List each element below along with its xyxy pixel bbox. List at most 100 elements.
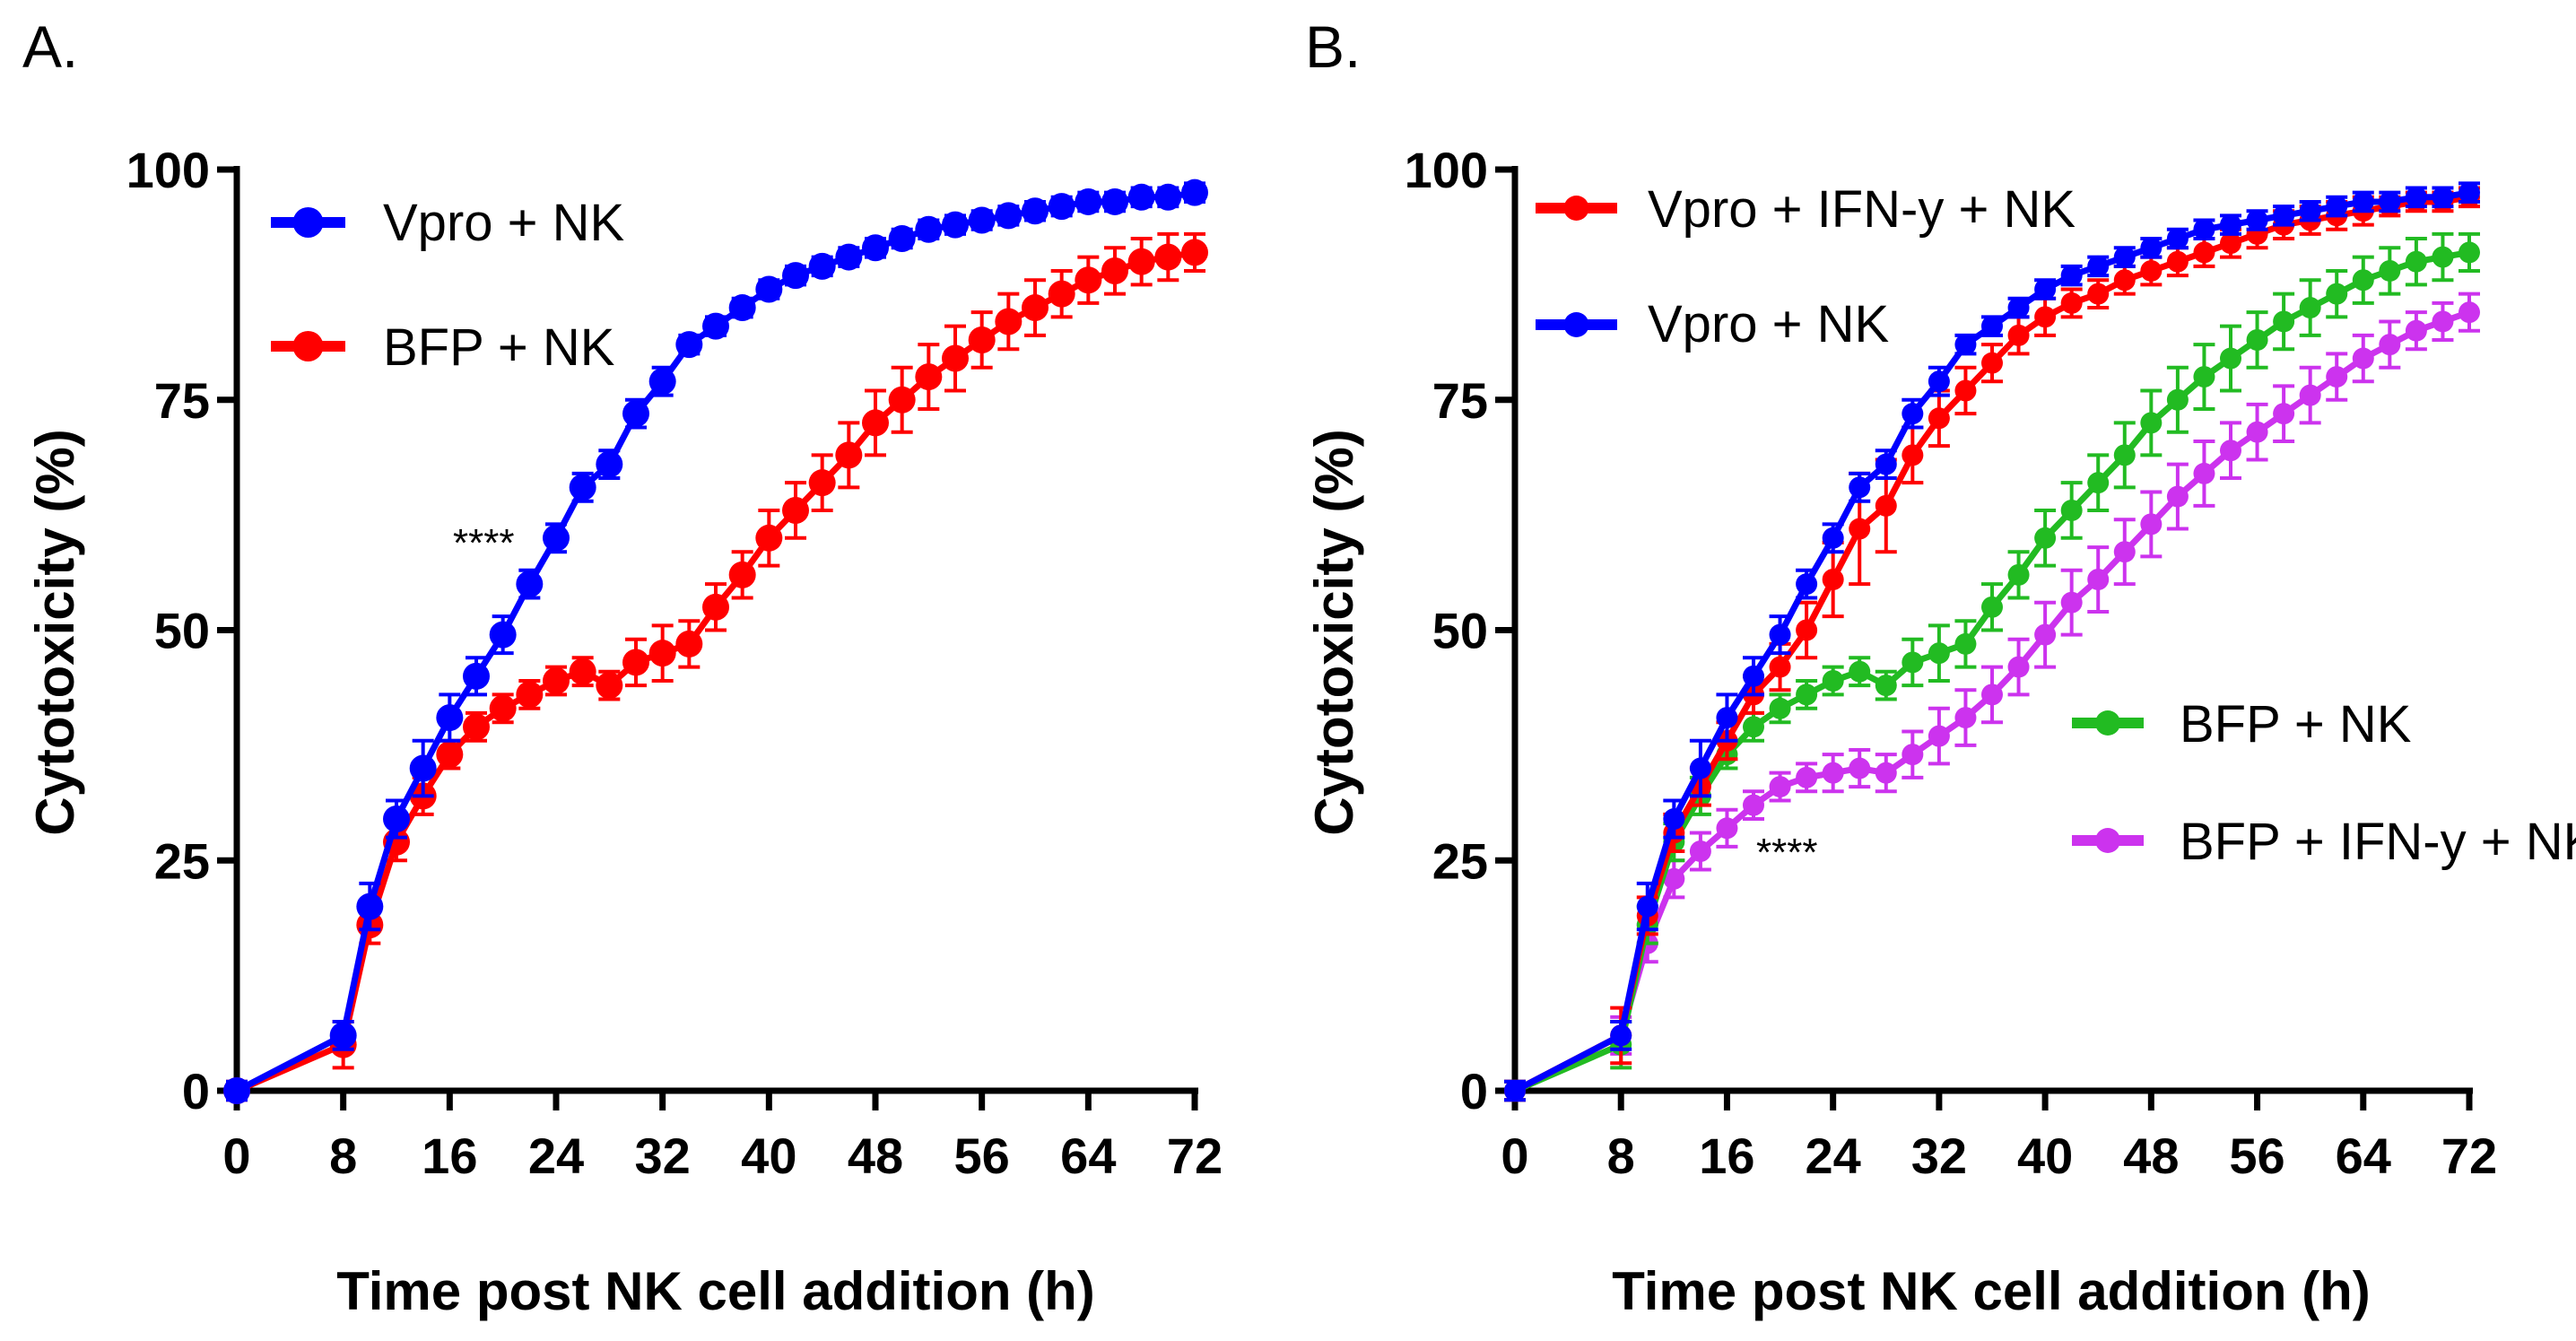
data-point bbox=[995, 308, 1023, 335]
data-point bbox=[1822, 669, 1844, 692]
legend-swatch-vpro-ifn-nk bbox=[1536, 196, 1617, 221]
data-point bbox=[702, 593, 729, 621]
data-point bbox=[835, 243, 863, 271]
data-point bbox=[2193, 218, 2215, 240]
series-line-bfp-nk bbox=[235, 248, 1196, 1094]
data-point bbox=[1928, 370, 1950, 393]
data-point bbox=[782, 262, 809, 290]
data-point bbox=[2034, 278, 2057, 300]
data-point bbox=[1154, 243, 1182, 271]
data-point bbox=[915, 215, 943, 243]
x-tick-label: 56 bbox=[2229, 1128, 2284, 1184]
data-point bbox=[1663, 808, 1685, 831]
x-tick-label: 0 bbox=[1501, 1128, 1528, 1184]
legend-label-vpro-nk: Vpro + NK bbox=[1648, 295, 1889, 353]
data-point bbox=[2113, 444, 2136, 466]
data-point bbox=[1902, 403, 1924, 425]
data-point bbox=[2352, 347, 2374, 370]
panel-a-x-axis-label: Time post NK cell addition (h) bbox=[336, 1261, 1095, 1321]
data-point bbox=[1954, 334, 1977, 356]
data-point bbox=[2432, 186, 2454, 208]
data-point bbox=[2273, 205, 2295, 227]
data-point bbox=[1928, 407, 1950, 430]
data-point bbox=[2140, 412, 2163, 434]
data-point bbox=[463, 662, 490, 690]
data-point bbox=[1875, 494, 1897, 517]
y-tick-label: 25 bbox=[154, 832, 210, 889]
x-tick-label: 16 bbox=[422, 1128, 477, 1184]
data-point bbox=[1902, 744, 1924, 766]
series-line-vpro-nk bbox=[1513, 189, 2470, 1094]
data-point bbox=[1875, 762, 1897, 784]
data-point bbox=[888, 386, 916, 414]
data-point bbox=[2405, 250, 2427, 273]
data-point bbox=[755, 524, 783, 552]
data-point bbox=[888, 225, 916, 253]
x-tick-label: 72 bbox=[1167, 1128, 1223, 1184]
data-point bbox=[808, 252, 836, 280]
data-point bbox=[2140, 513, 2163, 536]
data-point bbox=[1181, 179, 1208, 206]
data-point bbox=[1743, 794, 1764, 816]
data-point bbox=[2352, 190, 2374, 213]
panel-b-x-axis-label: Time post NK cell addition (h) bbox=[1612, 1261, 2371, 1321]
data-point bbox=[2166, 485, 2189, 508]
series-bfp-ifn-y-nk bbox=[1504, 292, 2480, 1102]
series-bfp-nk bbox=[223, 231, 1208, 1104]
data-point bbox=[2193, 462, 2215, 484]
data-point bbox=[1022, 294, 1049, 322]
legend-marker bbox=[1563, 312, 1589, 337]
panel-b-legend: Vpro + IFN-y + NK Vpro + NK BFP + NK BFP… bbox=[1536, 180, 2576, 871]
x-tick-label: 24 bbox=[1806, 1128, 1861, 1184]
panel-b-significance-annotation: **** bbox=[1756, 831, 1818, 875]
data-point bbox=[2459, 241, 2480, 264]
data-point bbox=[2379, 190, 2401, 213]
data-point bbox=[1101, 257, 1128, 284]
data-point bbox=[2193, 366, 2215, 388]
data-point bbox=[1048, 280, 1075, 308]
data-point bbox=[942, 211, 969, 239]
series-line-vpro-ifn-y-nk bbox=[1513, 194, 2470, 1094]
data-point bbox=[2220, 440, 2241, 462]
y-tick-label: 100 bbox=[126, 142, 210, 198]
legend-label-bfp-nk: BFP + NK bbox=[383, 318, 615, 377]
data-point bbox=[2034, 623, 2057, 646]
legend-label-bfp-nk: BFP + NK bbox=[2180, 695, 2412, 753]
data-point bbox=[2326, 283, 2348, 305]
data-point bbox=[436, 704, 464, 732]
data-point bbox=[1743, 665, 1764, 687]
x-tick-label: 32 bbox=[1911, 1128, 1967, 1184]
data-point bbox=[596, 672, 623, 700]
series-vpro-nk bbox=[1504, 181, 2480, 1102]
data-point bbox=[2087, 283, 2110, 305]
data-point bbox=[1796, 684, 1818, 706]
data-point bbox=[1048, 193, 1075, 221]
data-point bbox=[2405, 186, 2427, 208]
data-point bbox=[489, 621, 517, 649]
data-point bbox=[808, 469, 836, 497]
data-point bbox=[1716, 707, 1738, 729]
data-point bbox=[1610, 1024, 1632, 1047]
data-point bbox=[2166, 388, 2189, 411]
x-tick-label: 32 bbox=[635, 1128, 691, 1184]
data-point bbox=[1769, 776, 1791, 798]
data-point bbox=[2352, 269, 2374, 292]
data-point bbox=[1101, 187, 1128, 215]
legend-marker bbox=[292, 207, 324, 238]
data-point bbox=[1075, 187, 1102, 215]
data-point bbox=[2299, 297, 2321, 319]
data-point bbox=[2432, 310, 2454, 333]
series-vpro-nk bbox=[223, 179, 1208, 1104]
y-tick-label: 0 bbox=[182, 1063, 210, 1119]
data-point bbox=[1504, 1080, 1526, 1102]
data-point bbox=[569, 657, 596, 685]
data-point bbox=[862, 234, 889, 262]
x-tick-label: 0 bbox=[222, 1128, 250, 1184]
data-point bbox=[2007, 324, 2030, 346]
data-point bbox=[1954, 379, 1977, 402]
data-point bbox=[1796, 619, 1818, 641]
data-point bbox=[1928, 642, 1950, 665]
data-point bbox=[569, 474, 596, 501]
data-point bbox=[1981, 596, 2003, 618]
